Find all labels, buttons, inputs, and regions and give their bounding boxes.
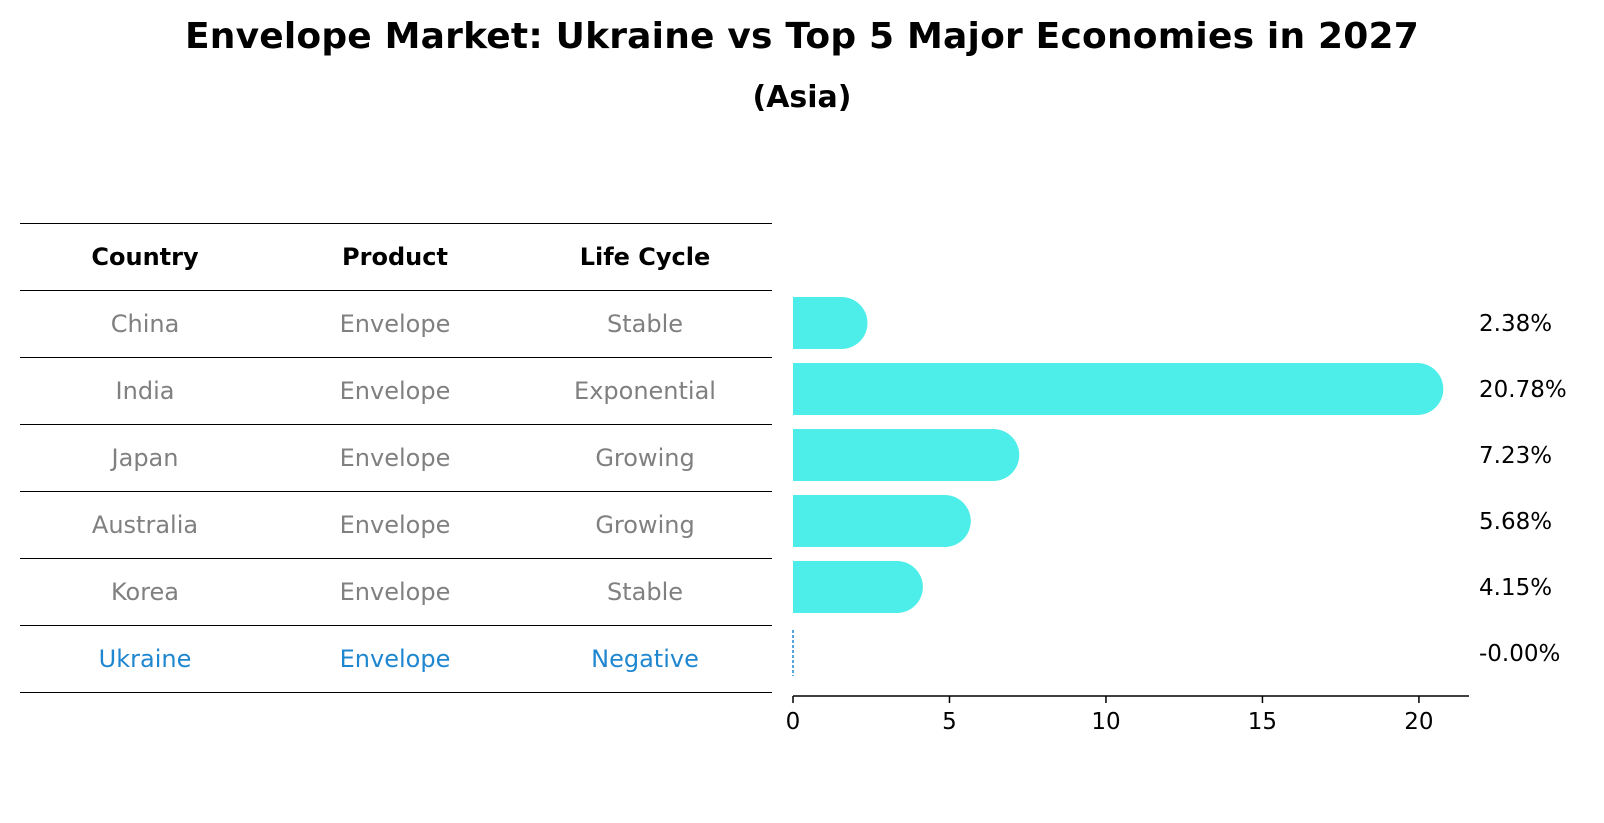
cell-country: Ukraine <box>98 645 192 673</box>
cell-life-cycle: Negative <box>591 645 699 673</box>
table-row-highlight: Ukraine Envelope Negative <box>20 625 772 693</box>
cell-country: Australia <box>91 511 199 539</box>
x-tick-label: 10 <box>1091 709 1120 735</box>
bar <box>793 297 868 349</box>
value-label: 5.68% <box>1479 509 1552 535</box>
cell-life-cycle: Growing <box>595 444 695 472</box>
table-row: Japan Envelope Growing <box>20 424 772 491</box>
bar <box>793 363 1444 415</box>
header-country: Country <box>91 243 199 271</box>
table-row: Korea Envelope Stable <box>20 558 772 625</box>
cell-life-cycle: Stable <box>606 578 684 606</box>
value-label: 20.78% <box>1479 377 1567 403</box>
cell-life-cycle: Exponential <box>574 377 716 405</box>
table-header-row: Country Product Life Cycle <box>20 223 772 290</box>
cell-product: Envelope <box>339 377 451 405</box>
bar <box>793 495 971 547</box>
table-row: Australia Envelope Growing <box>20 491 772 558</box>
cell-product: Envelope <box>339 310 451 338</box>
x-tick-label: 15 <box>1248 709 1277 735</box>
value-label: 7.23% <box>1479 443 1552 469</box>
country-table: Country Product Life Cycle China Envelop… <box>20 223 772 693</box>
cell-life-cycle: Growing <box>595 511 695 539</box>
cell-country: India <box>115 377 175 405</box>
cell-product: Envelope <box>339 578 451 606</box>
cell-product: Envelope <box>339 511 451 539</box>
table-row: India Envelope Exponential <box>20 357 772 424</box>
cell-country: China <box>110 310 180 338</box>
cell-life-cycle: Stable <box>606 310 684 338</box>
header-life-cycle: Life Cycle <box>579 243 711 271</box>
header-product: Product <box>342 243 448 271</box>
x-tick-label: 5 <box>942 709 957 735</box>
value-label: -0.00% <box>1479 641 1560 667</box>
x-tick-label: 20 <box>1404 709 1433 735</box>
cell-country: Japan <box>111 444 179 472</box>
value-label: 4.15% <box>1479 575 1552 601</box>
chart-title: Envelope Market: Ukraine vs Top 5 Major … <box>184 16 1420 57</box>
bar <box>793 429 1020 481</box>
chart-subtitle: (Asia) <box>752 80 852 115</box>
bar <box>793 561 923 613</box>
table-row: China Envelope Stable <box>20 290 772 357</box>
x-tick-label: 0 <box>786 709 801 735</box>
value-label: 2.38% <box>1479 311 1552 337</box>
cell-country: Korea <box>110 578 180 606</box>
cell-product: Envelope <box>339 444 451 472</box>
cell-product: Envelope <box>339 645 451 673</box>
